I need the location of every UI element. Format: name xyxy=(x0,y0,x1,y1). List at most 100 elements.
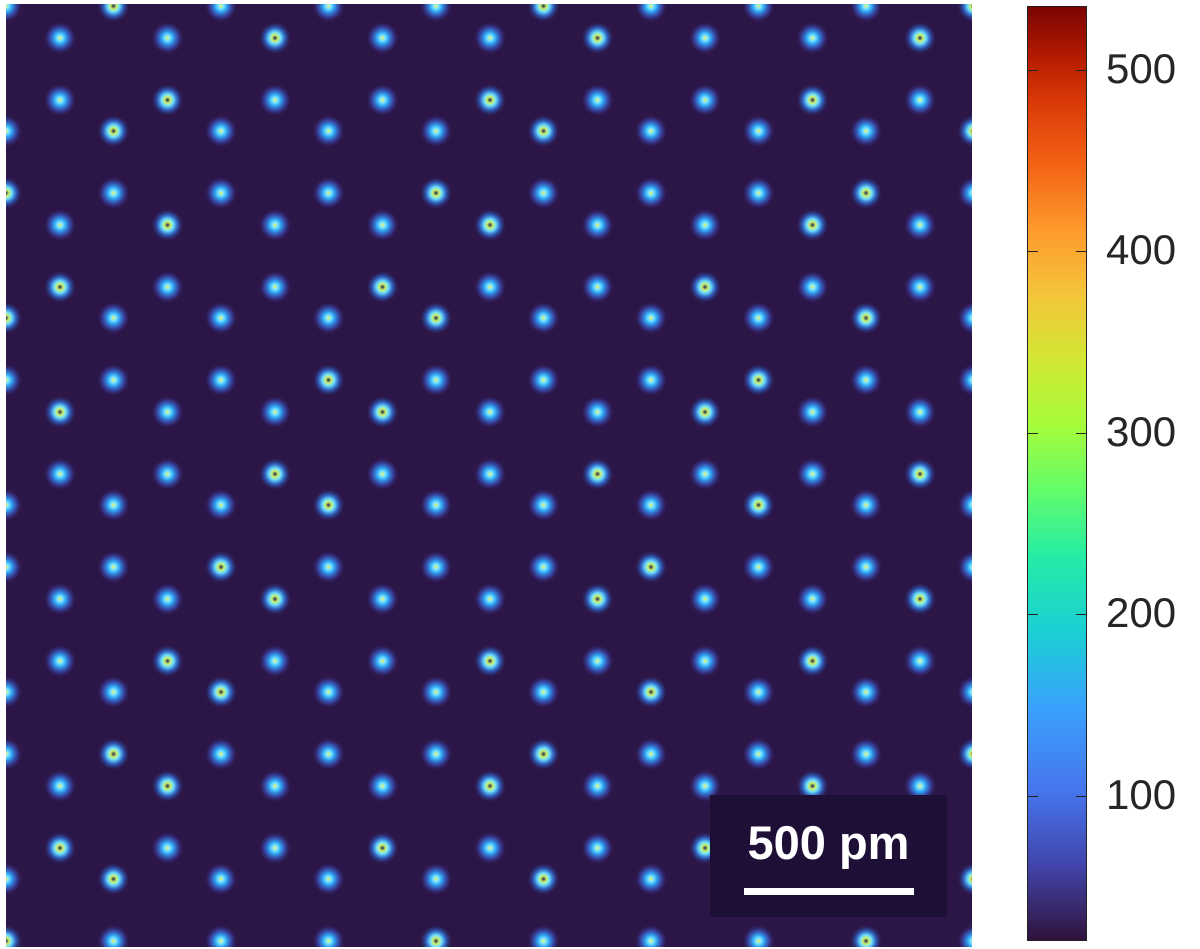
atomic-column-spot xyxy=(258,83,292,117)
atomic-column-spot xyxy=(43,270,77,304)
colorbar-tick-left xyxy=(1028,614,1038,616)
atomic-column-spot xyxy=(526,550,561,584)
atomic-column-spot xyxy=(43,21,77,55)
atomic-column-spot xyxy=(311,737,346,771)
atomic-column-spot xyxy=(204,4,238,23)
atomic-column-spot xyxy=(634,301,668,335)
atomic-column-spot xyxy=(258,21,292,55)
atomic-column-spot xyxy=(849,488,883,522)
atomic-column-spot xyxy=(526,114,561,148)
atomic-column-spot xyxy=(150,644,185,678)
atomic-column-spot xyxy=(258,769,292,803)
atomic-column-spot xyxy=(204,488,238,522)
atomic-column-spot xyxy=(741,737,776,771)
colorbar-tick-left xyxy=(1028,795,1038,797)
atomic-column-spot xyxy=(150,208,185,242)
atomic-column-spot xyxy=(634,363,668,397)
atomic-column-spot xyxy=(43,457,77,491)
atomic-column-spot xyxy=(258,457,292,491)
atomic-column-spot xyxy=(741,363,776,397)
atomic-column-spot xyxy=(849,4,883,23)
atomic-column-spot xyxy=(526,4,561,23)
atomic-column-spot xyxy=(204,176,238,210)
atomic-column-spot xyxy=(956,862,972,896)
atomic-column-spot xyxy=(96,675,131,709)
colorbar-tick-left xyxy=(1028,432,1038,434)
atomic-column-spot xyxy=(688,457,722,491)
atomic-column-spot xyxy=(795,457,830,491)
atomic-column-spot xyxy=(365,644,400,678)
atomic-column-spot xyxy=(634,4,668,23)
atomic-column-spot xyxy=(6,550,23,584)
atomic-column-spot xyxy=(6,675,23,709)
atomic-column-spot xyxy=(956,924,972,947)
colorbar-tick-label: 400 xyxy=(1106,226,1177,274)
atomic-column-spot xyxy=(150,769,185,803)
atomic-column-spot xyxy=(365,457,400,491)
atomic-column-spot xyxy=(204,550,238,584)
atomic-column-spot xyxy=(96,301,131,335)
atomic-column-spot xyxy=(96,4,131,23)
atomic-column-spot xyxy=(473,831,507,865)
atomic-column-spot xyxy=(6,488,23,522)
scale-bar-label: 500 pm xyxy=(747,816,910,869)
atomic-column-spot xyxy=(795,582,830,616)
atomic-column-spot xyxy=(311,363,346,397)
atomic-column-spot xyxy=(956,301,972,335)
atomic-columns xyxy=(6,4,972,947)
atomic-column-spot xyxy=(741,176,776,210)
atomic-column-spot xyxy=(473,208,507,242)
atomic-column-spot xyxy=(419,176,453,210)
atomic-column-spot xyxy=(956,675,972,709)
atomic-column-spot xyxy=(311,862,346,896)
atomic-column-spot xyxy=(741,301,776,335)
atomic-column-spot xyxy=(956,176,972,210)
atomic-column-spot xyxy=(849,114,883,148)
atomic-column-spot xyxy=(741,4,776,23)
atomic-column-spot xyxy=(688,208,722,242)
atomic-column-spot xyxy=(634,488,668,522)
atomic-column-spot xyxy=(849,675,883,709)
atomic-column-spot xyxy=(688,83,722,117)
atomic-column-spot xyxy=(419,737,453,771)
colorbar xyxy=(1027,6,1087,941)
atomic-column-spot xyxy=(580,769,615,803)
atomic-column-spot xyxy=(150,582,185,616)
atomic-column-spot xyxy=(526,924,561,947)
atomic-column-spot xyxy=(849,176,883,210)
atomic-column-spot xyxy=(795,395,830,429)
atomic-column-spot xyxy=(258,395,292,429)
colorbar-tick-label: 300 xyxy=(1106,407,1177,455)
atomic-column-spot xyxy=(956,4,972,23)
colorbar-tick-right xyxy=(1076,432,1086,434)
atomic-column-spot xyxy=(43,644,77,678)
atomic-column-spot xyxy=(6,363,23,397)
atomic-column-spot xyxy=(580,457,615,491)
atomic-column-spot xyxy=(6,176,23,210)
atomic-column-spot xyxy=(311,114,346,148)
atomic-column-spot xyxy=(580,582,615,616)
atomic-column-spot xyxy=(580,21,615,55)
colorbar-tick-left xyxy=(1028,69,1038,71)
atomic-column-spot xyxy=(741,488,776,522)
atomic-column-spot xyxy=(150,457,185,491)
atomic-column-spot xyxy=(96,862,131,896)
atomic-column-spot xyxy=(6,114,23,148)
atomic-column-spot xyxy=(258,270,292,304)
atomic-column-spot xyxy=(526,675,561,709)
atomic-column-spot xyxy=(43,83,77,117)
atomic-column-spot xyxy=(741,114,776,148)
atomic-column-spot xyxy=(688,270,722,304)
atomic-column-spot xyxy=(365,83,400,117)
atomic-column-spot xyxy=(96,176,131,210)
atomic-column-spot xyxy=(741,675,776,709)
atomic-column-spot xyxy=(634,176,668,210)
atomic-column-spot xyxy=(419,363,453,397)
atomic-column-spot xyxy=(204,301,238,335)
atomic-column-spot xyxy=(903,208,937,242)
colorbar-tick-label: 500 xyxy=(1106,44,1177,92)
atomic-column-spot xyxy=(473,270,507,304)
atomic-column-spot xyxy=(96,114,131,148)
atomic-column-spot xyxy=(6,862,23,896)
atomic-column-spot xyxy=(311,924,346,947)
